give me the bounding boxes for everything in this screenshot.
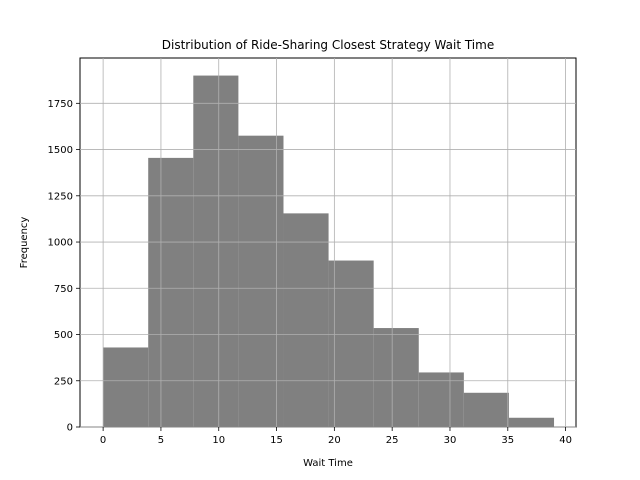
histogram-bar [418, 372, 464, 427]
y-tick-label: 1500 [48, 145, 73, 156]
x-tick-label: 30 [444, 435, 457, 446]
y-tick-label: 250 [54, 376, 73, 387]
histogram-bar [283, 213, 329, 427]
y-tick-label: 1750 [48, 99, 73, 110]
y-tick-label: 0 [67, 423, 73, 434]
y-axis-label: Frequency [19, 217, 30, 269]
x-tick-label: 5 [158, 435, 164, 446]
x-tick-label: 15 [270, 435, 283, 446]
histogram-bar [148, 157, 194, 427]
histogram-bar [463, 392, 509, 427]
histogram-bar [373, 328, 419, 427]
x-tick-label: 35 [501, 435, 514, 446]
y-tick-label: 1250 [48, 191, 73, 202]
x-tick-label: 40 [559, 435, 572, 446]
y-tick-label: 1000 [48, 238, 73, 249]
histogram-bar [328, 260, 374, 427]
histogram-bars [103, 75, 555, 428]
axis-ticks: 0 5 10 15 20 25 30 35 40 0 250 500 750 1000 1250 1500 17… [48, 58, 576, 446]
x-tick-label: 20 [328, 435, 341, 446]
histogram-bar [508, 417, 555, 427]
histogram-bar [193, 75, 239, 428]
x-tick-label: 0 [100, 435, 106, 446]
x-tick-label: 25 [386, 435, 399, 446]
histogram-bar [103, 347, 149, 427]
x-tick-label: 10 [212, 435, 225, 446]
y-tick-label: 500 [54, 330, 73, 341]
chart-title: Distribution of Ride-Sharing Closest Str… [162, 38, 494, 52]
y-tick-label: 750 [54, 284, 73, 295]
histogram-bar [238, 135, 284, 427]
x-axis-label: Wait Time [303, 458, 353, 469]
